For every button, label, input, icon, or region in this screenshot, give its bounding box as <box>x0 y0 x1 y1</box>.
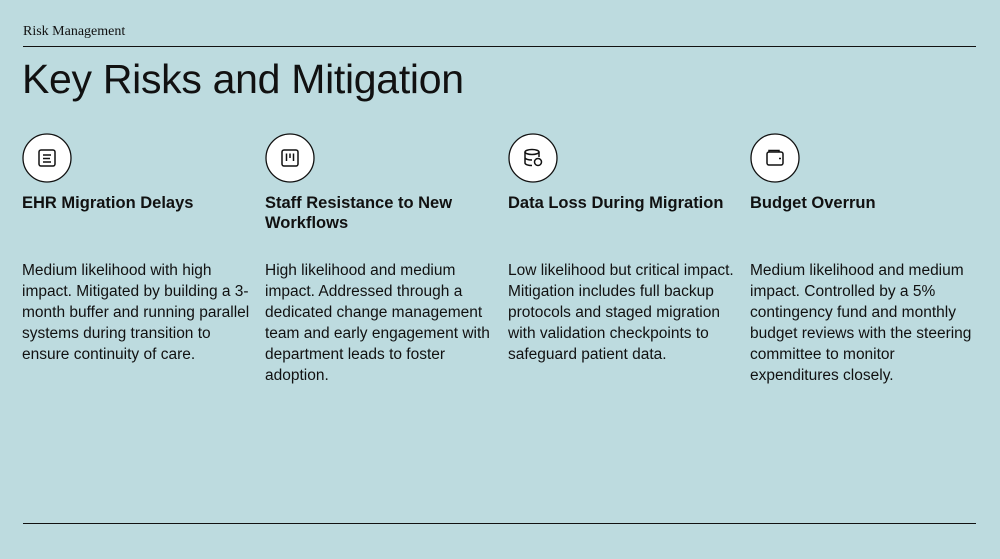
risk-card: EHR Migration Delays Medium likelihood w… <box>22 133 250 365</box>
card-body: Medium likelihood and medium impact. Con… <box>750 262 972 384</box>
bottom-rule <box>23 523 976 524</box>
card-title: Staff Resistance to New Workflows <box>265 194 453 232</box>
icon <box>750 133 800 183</box>
risk-card: Data Loss During Migration Low likelihoo… <box>508 133 736 365</box>
icon <box>265 133 315 183</box>
card-title: Budget Overrun <box>750 194 876 212</box>
slide-title: Key Risks and Mitigation <box>22 56 464 102</box>
card-body: Low likelihood but critical impact. Miti… <box>508 262 734 363</box>
card-body: Medium likelihood with high impact. Miti… <box>22 262 250 363</box>
card-title: EHR Migration Delays <box>22 194 194 212</box>
icon <box>508 133 558 183</box>
card-body: High likelihood and medium impact. Addre… <box>265 262 490 384</box>
icon <box>22 133 72 183</box>
card-title: Data Loss During Migration <box>508 194 724 212</box>
top-rule <box>23 46 976 47</box>
section-label: Risk Management <box>23 24 126 39</box>
risk-card: Budget Overrun Medium likelihood and med… <box>750 133 978 386</box>
risk-card: Staff Resistance to New Workflows High l… <box>265 133 493 386</box>
